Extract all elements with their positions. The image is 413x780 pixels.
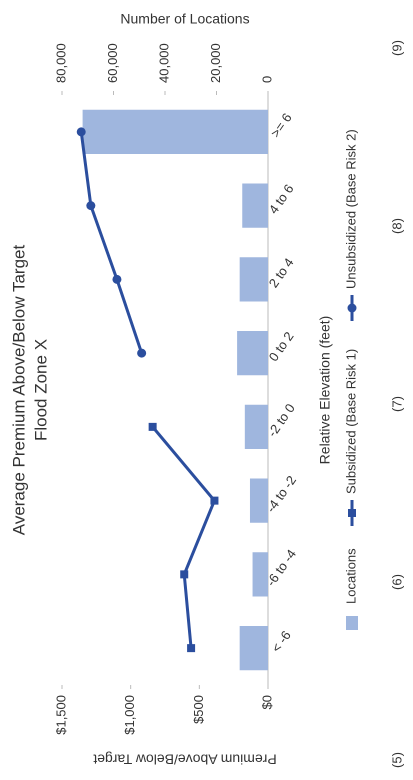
- line-marker: [137, 348, 147, 358]
- legend-marker: [348, 509, 356, 517]
- bar: [239, 626, 269, 671]
- legend-label: Locations: [343, 548, 358, 604]
- line: [79, 131, 144, 354]
- x-tick-label: -6 to -4: [263, 547, 299, 589]
- page-number: (7): [389, 396, 404, 412]
- y2-tick-label: 0: [259, 76, 274, 83]
- y-tick-label: $500: [191, 695, 206, 724]
- x-tick-label: 0 to 2: [266, 329, 297, 364]
- line-marker: [86, 201, 96, 211]
- x-tick-label: >= 6: [268, 110, 295, 140]
- line-marker: [148, 422, 157, 431]
- y2-tick-label: 20,000: [208, 43, 223, 83]
- chart-subtitle: Flood Zone X: [31, 339, 50, 441]
- page-number: (9): [389, 40, 404, 56]
- line-marker: [112, 274, 122, 284]
- y-tick-label: $1,500: [53, 695, 68, 735]
- bar: [252, 552, 269, 597]
- y-axis-title: Premium Above/Below Target: [93, 751, 276, 767]
- bar: [239, 257, 269, 302]
- line-marker: [180, 570, 189, 579]
- chart-title: Average Premium Above/Below Target: [9, 245, 28, 536]
- y2-tick-label: 80,000: [53, 43, 68, 83]
- y2-tick-label: 40,000: [156, 43, 171, 83]
- legend-swatch: [346, 616, 358, 630]
- y-tick-label: $0: [259, 695, 274, 709]
- x-tick-label: < -6: [268, 628, 293, 655]
- bar: [82, 109, 268, 154]
- x-axis-title: Relative Elevation (feet): [317, 316, 333, 465]
- bar: [237, 331, 269, 376]
- y-tick-label: $1,000: [122, 695, 137, 735]
- y2-axis-title: Number of Locations: [120, 11, 249, 27]
- x-tick-label: -2 to 0: [264, 401, 297, 440]
- x-tick-label: 2 to 4: [266, 255, 297, 290]
- page-number: (6): [389, 574, 404, 590]
- bar: [244, 404, 268, 449]
- line-marker: [76, 127, 86, 137]
- x-tick-label: 4 to 6: [266, 181, 297, 216]
- line-marker: [187, 644, 196, 653]
- line-marker: [210, 496, 219, 505]
- legend-label: Unsubsidized (Base Risk 2): [343, 129, 358, 289]
- legend-marker: [347, 303, 357, 313]
- bar: [242, 183, 268, 228]
- legend-label: Subsidized (Base Risk 1): [343, 349, 358, 494]
- page-number: (5): [389, 752, 404, 768]
- line: [151, 425, 217, 649]
- y2-tick-label: 60,000: [105, 43, 120, 83]
- bar: [249, 478, 269, 523]
- x-tick-label: -4 to -2: [263, 473, 299, 515]
- page-number: (8): [389, 218, 404, 234]
